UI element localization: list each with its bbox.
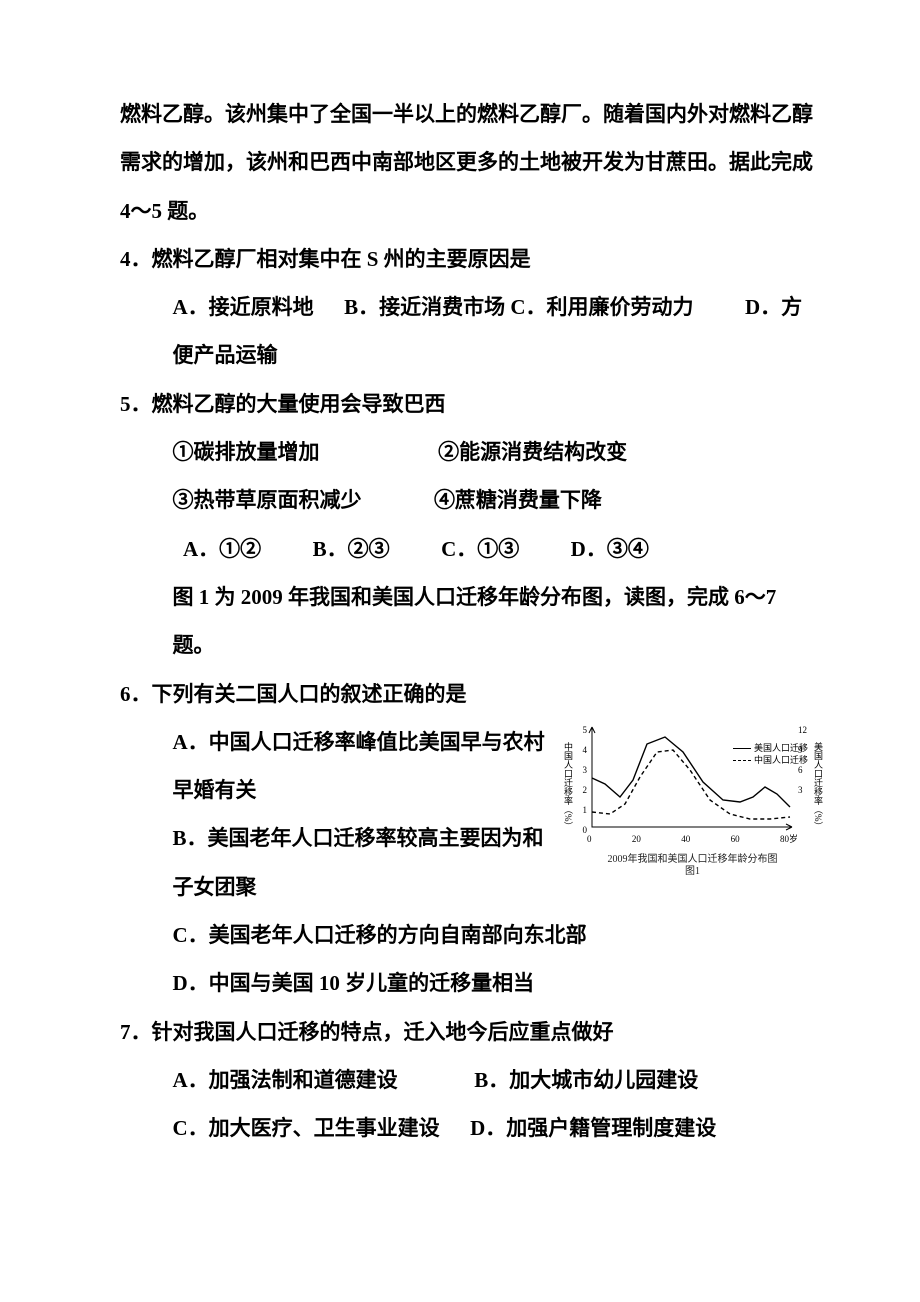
chart-subtitle: 图1 [565, 866, 820, 878]
chart-title: 2009年我国和美国人口迁移年龄分布图 [565, 854, 820, 866]
chart-legend: 美国人口迁移 中国人口迁移 [733, 742, 808, 767]
q5-stem: 5．燃料乙醇的大量使用会导致巴西 [120, 380, 820, 428]
q4-opt-c: C．利用廉价劳动力 [510, 295, 693, 319]
x-ticks: 020406080岁 [587, 829, 798, 850]
y-ticks-right: 12963 [798, 726, 812, 826]
q7-stem: 7．针对我国人口迁移的特点，迁入地今后应重点做好 [120, 1008, 820, 1056]
figure-1: 中国人口迁移率（%） 美国人口迁移率（%） 543210 12963 美国人口迁… [565, 722, 820, 878]
q7-opt-d: D．加强户籍管理制度建设 [470, 1116, 716, 1140]
y-axis-right-label: 美国人口迁移率（%） [813, 742, 822, 831]
migration-chart [565, 722, 820, 837]
q4-stem: 4．燃料乙醇厂相对集中在 S 州的主要原因是 [120, 235, 820, 283]
q5-opt-c: C．①③ [441, 537, 519, 561]
q6-opt-c: C．美国老年人口迁移的方向自南部向东北部 [120, 911, 820, 959]
legend-item-us: 美国人口迁移 [733, 742, 808, 755]
q5-s2: ②能源消费结构改变 [438, 440, 627, 464]
q6-opt-d: D．中国与美国 10 岁儿童的迁移量相当 [120, 959, 820, 1007]
q7-opt-a: A．加强法制和道德建设 [173, 1068, 398, 1092]
y-ticks-left: 543210 [575, 726, 587, 846]
q5-s4: ④蔗糖消费量下降 [434, 488, 602, 512]
q5-statements-2: ③热带草原面积减少 ④蔗糖消费量下降 [120, 476, 820, 524]
q7-options-row1: A．加强法制和道德建设 B．加大城市幼儿园建设 [120, 1056, 820, 1104]
passage-intro-2: 图 1 为 2009 年我国和美国人口迁移年龄分布图，读图，完成 6～7 题。 [120, 573, 820, 670]
legend-item-cn: 中国人口迁移 [733, 754, 808, 767]
q7-opt-c: C．加大医疗、卫生事业建设 [173, 1116, 440, 1140]
q5-statements-1: ①碳排放量增加 ②能源消费结构改变 [120, 428, 820, 476]
y-axis-left-label: 中国人口迁移率（%） [563, 742, 572, 831]
legend-line-solid [733, 748, 751, 749]
q5-opt-b: B．②③ [313, 537, 390, 561]
q7-opt-b: B．加大城市幼儿园建设 [474, 1068, 698, 1092]
q4-options: A．接近原料地 B．接近消费市场 C．利用廉价劳动力 D．方便产品运输 [120, 283, 820, 380]
q4-opt-b: B．接近消费市场 [344, 295, 505, 319]
passage-intro-1: 燃料乙醇。该州集中了全国一半以上的燃料乙醇厂。随着国内外对燃料乙醇需求的增加，该… [120, 90, 820, 235]
q5-s1: ①碳排放量增加 [173, 440, 320, 464]
legend-label-cn: 中国人口迁移 [754, 754, 808, 767]
q5-opt-a: A．①② [183, 537, 261, 561]
q7-options-row2: C．加大医疗、卫生事业建设 D．加强户籍管理制度建设 [120, 1104, 820, 1152]
legend-line-dashed [733, 760, 751, 761]
q5-options: A．①② B．②③ C．①③ D．③④ [120, 525, 820, 573]
q5-opt-d: D．③④ [571, 537, 649, 561]
q5-s3: ③热带草原面积减少 [173, 488, 362, 512]
q6-stem: 6．下列有关二国人口的叙述正确的是 [120, 670, 820, 718]
q4-opt-a: A．接近原料地 [173, 295, 314, 319]
legend-label-us: 美国人口迁移 [754, 742, 808, 755]
